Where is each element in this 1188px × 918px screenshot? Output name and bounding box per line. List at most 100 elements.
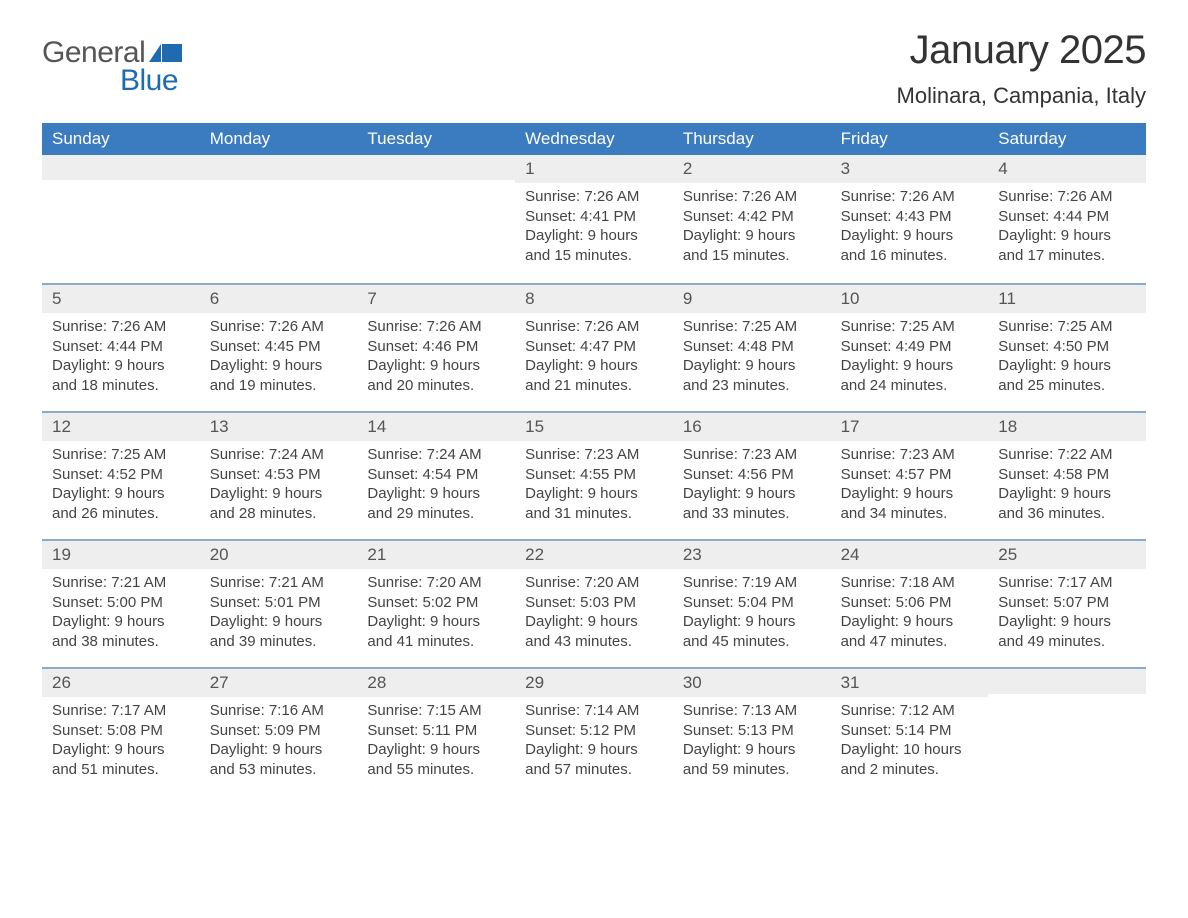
sunrise-line: Sunrise: 7:22 AM [998, 445, 1136, 465]
calendar-cell: 31Sunrise: 7:12 AMSunset: 5:14 PMDayligh… [831, 669, 989, 795]
daylight-line: Daylight: 9 hours and 45 minutes. [683, 612, 821, 651]
sunset-line: Sunset: 4:44 PM [998, 207, 1136, 227]
calendar-cell [42, 155, 200, 283]
dayname: Friday [831, 123, 989, 155]
day-number: 5 [42, 285, 200, 313]
calendar-cell: 6Sunrise: 7:26 AMSunset: 4:45 PMDaylight… [200, 285, 358, 411]
daylight-line: Daylight: 9 hours and 33 minutes. [683, 484, 821, 523]
daylight-line: Daylight: 9 hours and 28 minutes. [210, 484, 348, 523]
sunset-line: Sunset: 4:53 PM [210, 465, 348, 485]
calendar-cell: 28 Sunrise: 7:15 AMSunset: 5:11 PMDayligh… [357, 669, 515, 795]
daylight-line: Daylight: 9 hours and 29 minutes. [367, 484, 505, 523]
sunset-line: Sunset: 5:09 PM [210, 721, 348, 741]
calendar-cell: 8Sunrise: 7:26 AMSunset: 4:47 PMDaylight… [515, 285, 673, 411]
daylight-line: Daylight: 9 hours and 21 minutes. [525, 356, 663, 395]
sunrise-line: Sunrise: 7:25 AM [841, 317, 979, 337]
calendar-cell: 11Sunrise: 7:25 AMSunset: 4:50 PMDayligh… [988, 285, 1146, 411]
daylight-line: Daylight: 9 hours and 18 minutes. [52, 356, 190, 395]
calendar-cell: 17Sunrise: 7:23 AMSunset: 4:57 PMDayligh… [831, 413, 989, 539]
day-number: 25 [988, 541, 1146, 569]
dayname: Tuesday [357, 123, 515, 155]
daylight-line: Daylight: 9 hours and 34 minutes. [841, 484, 979, 523]
sunrise-line: Sunrise: 7:21 AM [210, 573, 348, 593]
calendar-cell: 19Sunrise: 7:21 AMSunset: 5:00 PMDayligh… [42, 541, 200, 667]
sunset-line: Sunset: 4:43 PM [841, 207, 979, 227]
daylight-line: Daylight: 9 hours and 59 minutes. [683, 740, 821, 779]
day-number: 17 [831, 413, 989, 441]
sunrise-line: Sunrise: 7:26 AM [525, 187, 663, 207]
sunset-line: Sunset: 5:06 PM [841, 593, 979, 613]
calendar-cell: 12Sunrise: 7:25 AMSunset: 4:52 PMDayligh… [42, 413, 200, 539]
day-number: 27 [200, 669, 358, 697]
daylight-line: Daylight: 9 hours and 20 minutes. [367, 356, 505, 395]
day-number: 2 [673, 155, 831, 183]
daylight-line: Daylight: 9 hours and 47 minutes. [841, 612, 979, 651]
dayname: Monday [200, 123, 358, 155]
day-number: 11 [988, 285, 1146, 313]
sunset-line: Sunset: 4:45 PM [210, 337, 348, 357]
calendar-cell: 7Sunrise: 7:26 AMSunset: 4:46 PMDaylight… [357, 285, 515, 411]
calendar-cell: 4Sunrise: 7:26 AMSunset: 4:44 PMDaylight… [988, 155, 1146, 283]
day-number: 28 [357, 669, 515, 697]
calendar-cell [357, 155, 515, 283]
sunrise-line: Sunrise: 7:16 AM [210, 701, 348, 721]
day-number [357, 155, 515, 180]
day-number: 3 [831, 155, 989, 183]
dayname: Saturday [988, 123, 1146, 155]
sunset-line: Sunset: 5:11 PM [367, 721, 505, 741]
sunrise-line: Sunrise: 7:24 AM [210, 445, 348, 465]
daylight-line: Daylight: 10 hours and 2 minutes. [841, 740, 979, 779]
sunrise-line: Sunrise: 7:26 AM [210, 317, 348, 337]
calendar-cell: 20Sunrise: 7:21 AMSunset: 5:01 PMDayligh… [200, 541, 358, 667]
sunset-line: Sunset: 5:01 PM [210, 593, 348, 613]
sunrise-line: Sunrise: 7:25 AM [52, 445, 190, 465]
sunset-line: Sunset: 4:52 PM [52, 465, 190, 485]
daylight-line: Daylight: 9 hours and 36 minutes. [998, 484, 1136, 523]
sunset-line: Sunset: 5:04 PM [683, 593, 821, 613]
logo-flag-icon [149, 42, 183, 62]
sunset-line: Sunset: 5:14 PM [841, 721, 979, 741]
sunrise-line: Sunrise: 7:23 AM [841, 445, 979, 465]
dayname-row: SundayMondayTuesdayWednesdayThursdayFrid… [42, 123, 1146, 155]
sunrise-line: Sunrise: 7:20 AM [525, 573, 663, 593]
day-number [200, 155, 358, 180]
daylight-line: Daylight: 9 hours and 23 minutes. [683, 356, 821, 395]
day-number: 15 [515, 413, 673, 441]
calendar-cell [988, 669, 1146, 795]
calendar-cell: 22Sunrise: 7:20 AMSunset: 5:03 PMDayligh… [515, 541, 673, 667]
sunrise-line: Sunrise: 7:26 AM [841, 187, 979, 207]
daylight-line: Daylight: 9 hours and 55 minutes. [367, 740, 505, 779]
sunset-line: Sunset: 4:41 PM [525, 207, 663, 227]
calendar-cell: 21Sunrise: 7:20 AMSunset: 5:02 PMDayligh… [357, 541, 515, 667]
sunrise-line: Sunrise: 7:18 AM [841, 573, 979, 593]
day-number: 10 [831, 285, 989, 313]
daylight-line: Daylight: 9 hours and 41 minutes. [367, 612, 505, 651]
sunrise-line: Sunrise: 7:13 AM [683, 701, 821, 721]
dayname: Thursday [673, 123, 831, 155]
sunset-line: Sunset: 5:12 PM [525, 721, 663, 741]
calendar-week: 5Sunrise: 7:26 AMSunset: 4:44 PMDaylight… [42, 283, 1146, 411]
sunset-line: Sunset: 4:49 PM [841, 337, 979, 357]
day-number: 22 [515, 541, 673, 569]
logo: General Blue [42, 36, 183, 98]
calendar-cell [200, 155, 358, 283]
day-number: 12 [42, 413, 200, 441]
sunrise-line: Sunrise: 7:25 AM [683, 317, 821, 337]
sunrise-line: Sunrise: 7:15 AM [367, 701, 505, 721]
sunset-line: Sunset: 4:54 PM [367, 465, 505, 485]
daylight-line: Daylight: 9 hours and 31 minutes. [525, 484, 663, 523]
calendar-week: 1Sunrise: 7:26 AMSunset: 4:41 PMDaylight… [42, 155, 1146, 283]
sunrise-line: Sunrise: 7:23 AM [525, 445, 663, 465]
day-number: 1 [515, 155, 673, 183]
calendar-cell: 15Sunrise: 7:23 AMSunset: 4:55 PMDayligh… [515, 413, 673, 539]
day-number: 19 [42, 541, 200, 569]
day-number [988, 669, 1146, 694]
day-number: 20 [200, 541, 358, 569]
calendar-cell: 24Sunrise: 7:18 AMSunset: 5:06 PMDayligh… [831, 541, 989, 667]
sunrise-line: Sunrise: 7:26 AM [998, 187, 1136, 207]
day-number: 6 [200, 285, 358, 313]
calendar-cell: 13Sunrise: 7:24 AMSunset: 4:53 PMDayligh… [200, 413, 358, 539]
sunset-line: Sunset: 4:46 PM [367, 337, 505, 357]
day-number: 7 [357, 285, 515, 313]
day-number: 16 [673, 413, 831, 441]
